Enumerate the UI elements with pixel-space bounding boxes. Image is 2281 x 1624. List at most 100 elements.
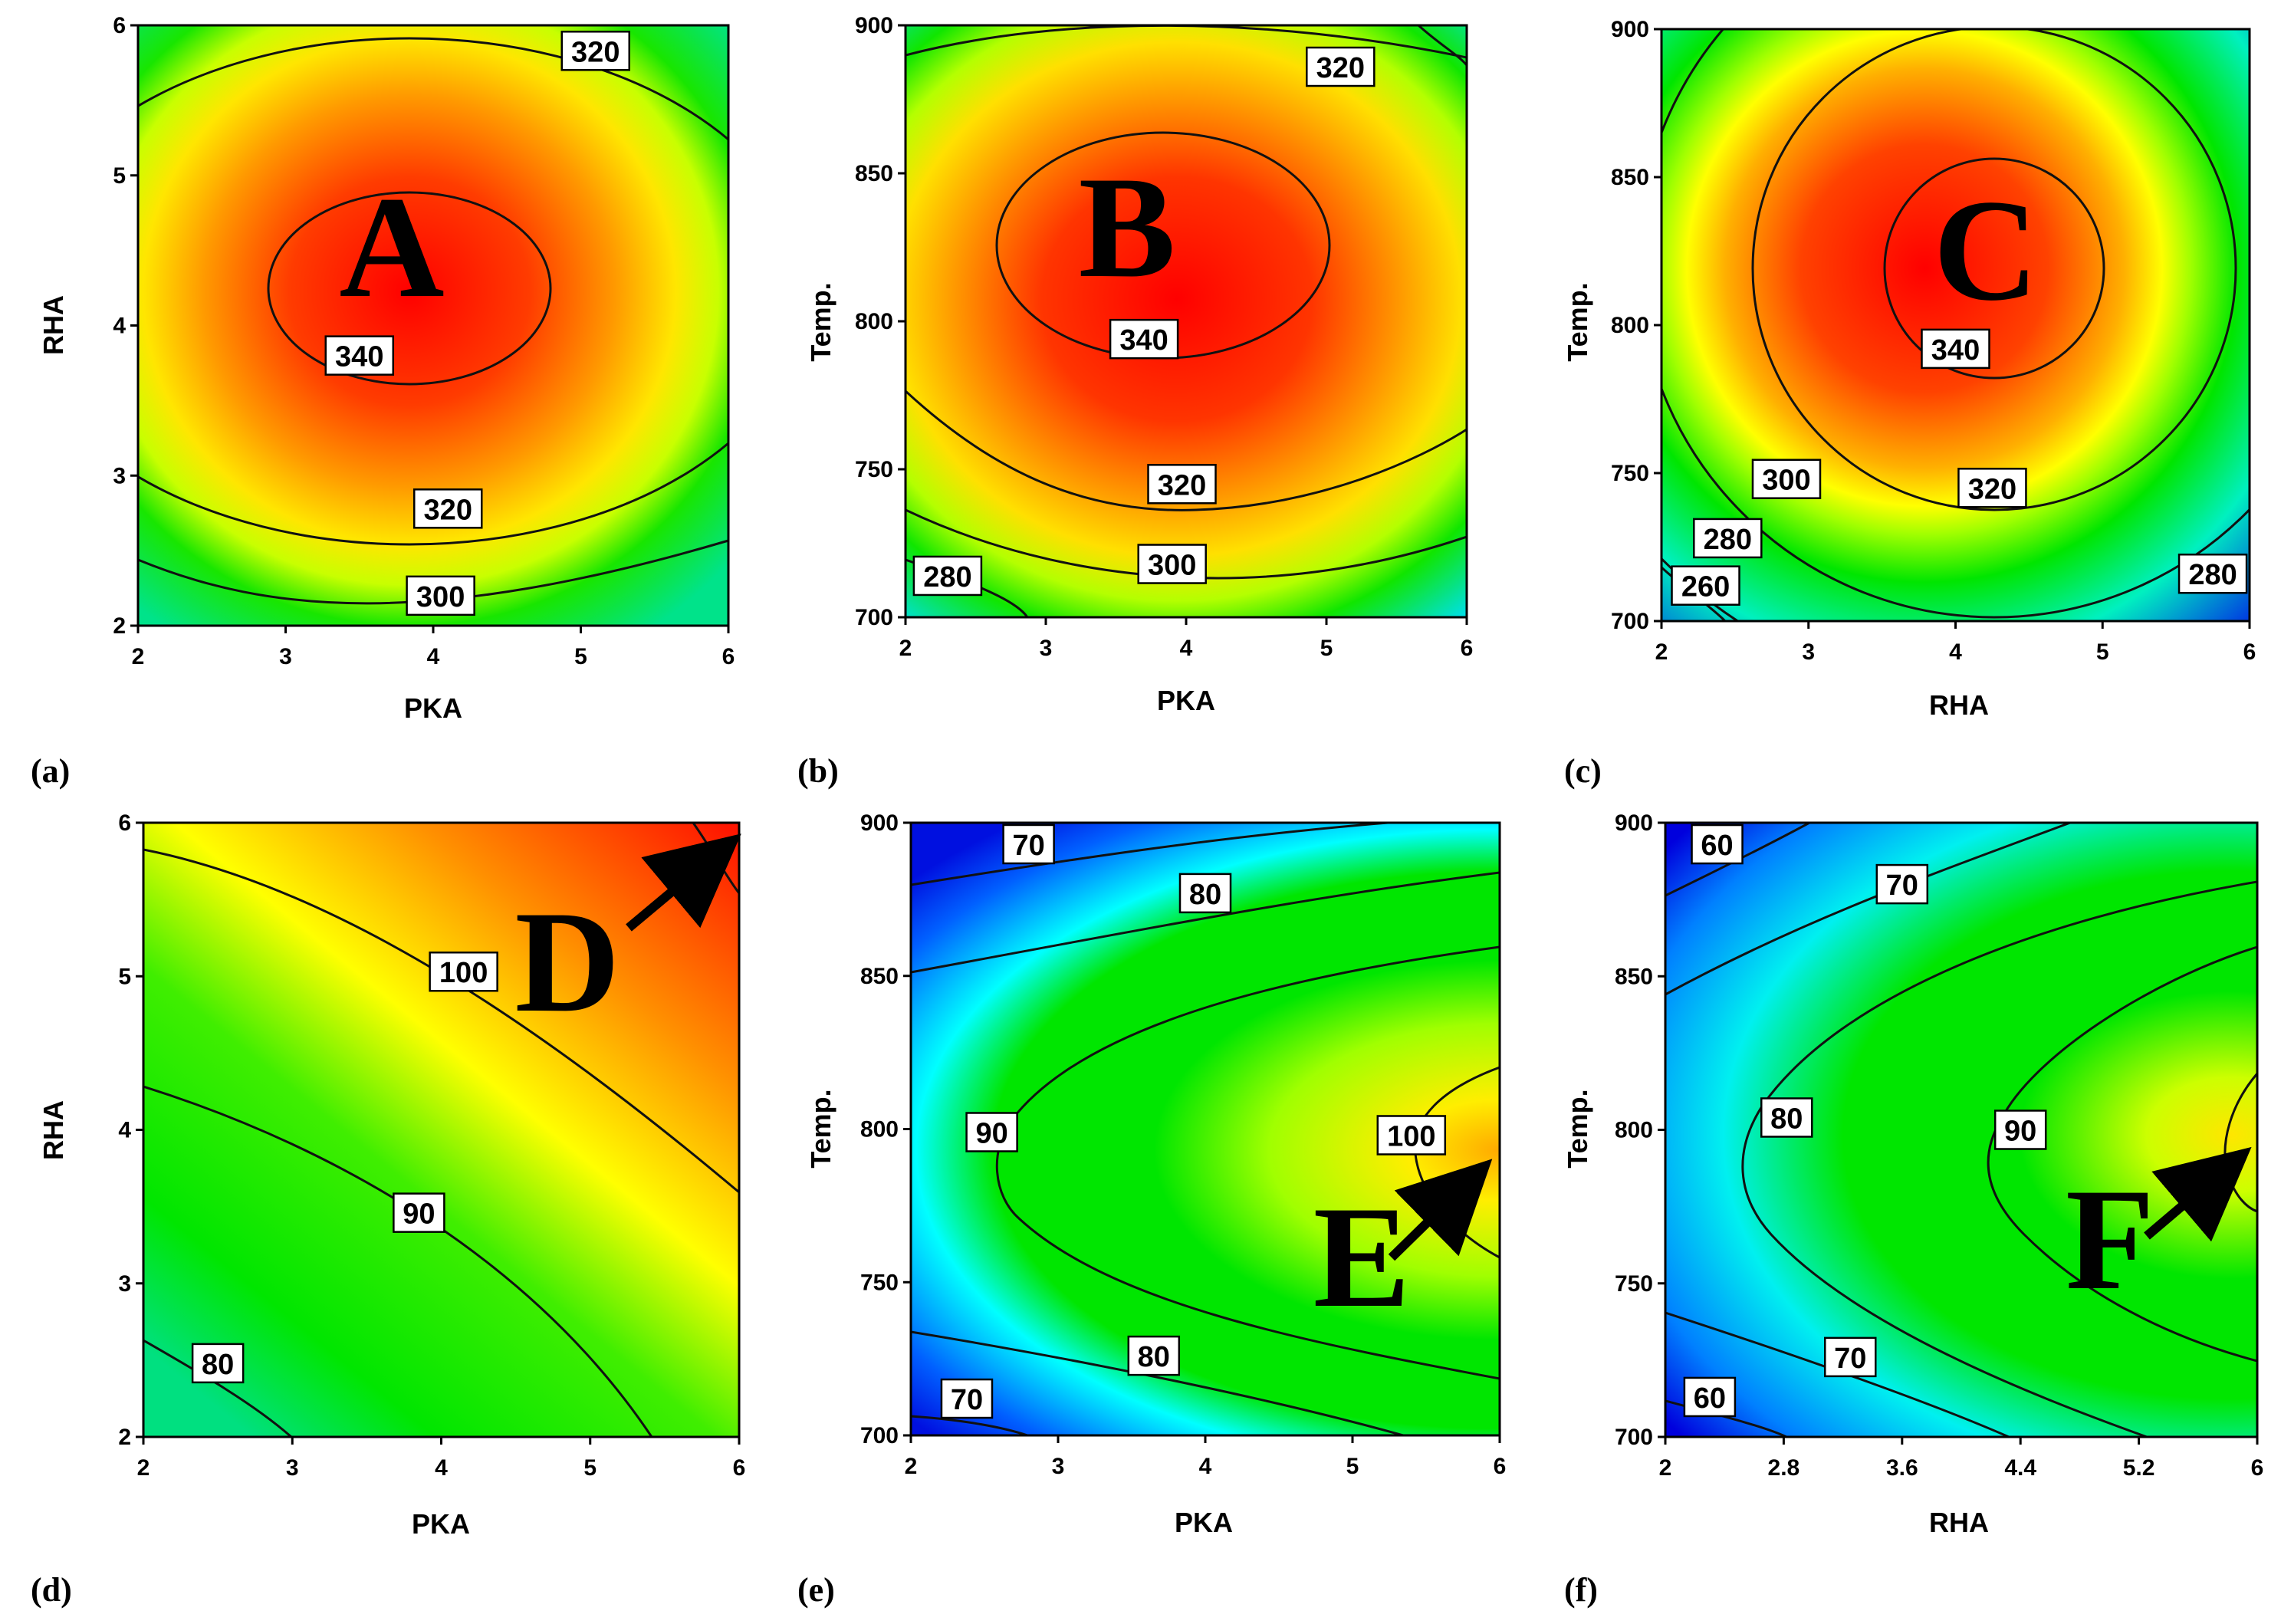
ylabel-d: RHA (38, 1100, 69, 1160)
contour-d-80 (143, 1339, 292, 1437)
ytick-label: 900 (1611, 17, 1649, 42)
contour-label: 90 (393, 1192, 445, 1233)
panel-label-b: (b) (797, 752, 839, 790)
contour-f-80 (1741, 880, 2257, 1437)
letter-F: F (2066, 1159, 2154, 1320)
contour-label-box (1693, 518, 1763, 559)
ytick-label: 750 (860, 1270, 899, 1295)
ytick-label: 4 (118, 1118, 131, 1143)
panel-d: 2 3 4 5 6 2 3 4 5 6 D 100 90 80 PKA RHA (d) (31, 810, 745, 1609)
contour-f-70-top (1665, 823, 2071, 996)
letter-D: D (514, 882, 620, 1043)
contour-e-70-bottom (911, 1415, 1028, 1435)
contour-label: 280 (912, 555, 983, 597)
contour-label: 320 (1147, 464, 1217, 505)
contour-label: 340 (1921, 328, 1990, 370)
contour-label-text: 90 (403, 1198, 435, 1231)
ylabel-c: Temp. (1562, 282, 1593, 361)
ytick-label: 3 (118, 1271, 131, 1297)
axis-ticks-e: 2 3 4 5 6 700 750 800 850 900 (860, 810, 1506, 1479)
xtick-label: 2 (1655, 639, 1668, 665)
ytick-label: 800 (1615, 1118, 1653, 1143)
contour-label-text: 300 (1762, 465, 1810, 497)
ylabel-a: RHA (38, 295, 69, 355)
contour-label-box (1127, 1335, 1181, 1376)
contour-labels-e: 70 80 90 100 80 70 (940, 824, 1447, 1419)
ytick-label: 6 (113, 13, 126, 38)
ytick-label: 850 (860, 964, 899, 989)
contour-label-box (413, 488, 483, 529)
xlabel-e: PKA (1175, 1507, 1233, 1538)
contour-label: 320 (413, 488, 483, 529)
axis-ticks-d: 2 3 4 5 6 2 3 4 5 6 (118, 810, 745, 1481)
contour-label: 90 (1993, 1110, 2047, 1150)
ytick-label: 800 (1611, 313, 1649, 338)
contour-label: 280 (1693, 518, 1763, 559)
ytick-label: 5 (118, 964, 131, 989)
contour-label-text: 320 (424, 494, 472, 526)
contour-f-90 (1987, 945, 2257, 1363)
panel-label-f: (f) (1564, 1571, 1598, 1609)
xtick-label: 2 (137, 1455, 150, 1481)
contour-label-text: 90 (975, 1117, 1007, 1149)
contour-label-box (912, 555, 983, 597)
contour-label-box (940, 1378, 994, 1419)
contour-label-box (1178, 873, 1232, 914)
contour-label: 60 (1691, 824, 1744, 865)
contour-label: 70 (1875, 863, 1929, 905)
contour-label: 60 (1683, 1376, 1737, 1418)
ytick-label: 900 (860, 810, 899, 836)
contour-a-320 (138, 37, 728, 546)
contour-label-box (965, 1112, 1018, 1152)
xtick-label: 6 (2243, 639, 2256, 665)
contour-label: 80 (191, 1343, 245, 1384)
contour-label-text: 320 (1158, 469, 1206, 501)
xtick-label: 3.6 (1886, 1455, 1918, 1481)
contour-label-box (1671, 565, 1740, 606)
panel-label-a: (a) (31, 752, 70, 790)
contour-label: 80 (1127, 1335, 1181, 1376)
ytick-label: 850 (855, 161, 893, 186)
xtick-label: 5 (1320, 636, 1333, 661)
contour-label-box (1376, 1115, 1447, 1156)
contour-labels-c: 340 320 300 280 260 280 (1671, 328, 2248, 606)
contour-c-320 (1751, 29, 2237, 511)
contour-label-box (429, 951, 498, 992)
xtick-label: 6 (722, 644, 735, 669)
contour-label: 280 (2177, 553, 2248, 594)
contour-label-text: 280 (2188, 559, 2237, 591)
ylabel-b: Temp. (805, 282, 836, 361)
panel-d-heatmap (143, 823, 739, 1437)
xtick-label: 4 (1199, 1454, 1212, 1479)
ytick-label: 800 (855, 309, 893, 334)
contour-label-text: 70 (1012, 830, 1044, 862)
contour-f-60-bottom (1665, 1399, 1787, 1437)
contour-label-text: 80 (1189, 879, 1221, 911)
axis-ticks-f: 2 2.8 3.6 4.4 5.2 6 700 750 800 850 900 (1615, 810, 2263, 1481)
arrow-D (626, 833, 741, 932)
contour-label-text: 340 (1119, 324, 1168, 357)
contour-a-300 (138, 539, 728, 605)
contour-label: 340 (324, 335, 394, 376)
xtick-label: 5 (583, 1455, 597, 1481)
contour-label-box (1957, 468, 2027, 508)
contour-label: 300 (1751, 459, 1822, 499)
contour-c-340 (1883, 157, 2105, 380)
contour-label-text: 60 (1701, 830, 1733, 862)
contour-label-box (1760, 1097, 1813, 1138)
contour-label-box (1824, 1336, 1877, 1378)
xlabel-b: PKA (1157, 685, 1215, 716)
contour-label-text: 260 (1681, 571, 1730, 603)
contour-label: 320 (1306, 46, 1376, 87)
axis-ticks-c: 2 3 4 5 6 700 750 800 850 900 (1611, 17, 2256, 665)
panel-b-heatmap (905, 25, 1467, 617)
ytick-label: 750 (1611, 461, 1649, 486)
contour-label-text: 70 (1886, 870, 1918, 902)
contour-label-box (560, 31, 630, 71)
contour-label-text: 60 (1694, 1382, 1726, 1415)
contour-label-text: 320 (1316, 52, 1365, 84)
contour-label-text: 340 (335, 341, 383, 373)
xtick-label: 3 (1802, 639, 1815, 665)
contour-label-box (1109, 318, 1179, 360)
